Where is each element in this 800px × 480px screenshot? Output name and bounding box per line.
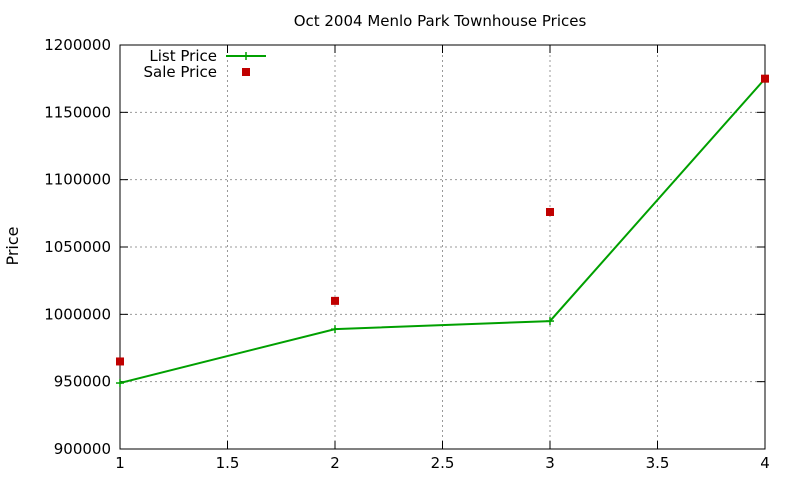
data-point <box>116 379 124 388</box>
data-point <box>546 317 554 326</box>
data-point <box>761 74 769 83</box>
x-tick-label: 4 <box>760 454 770 472</box>
x-tick-label: 3 <box>545 454 555 472</box>
grid-lines <box>120 45 765 449</box>
y-axis-label: Price <box>3 226 22 265</box>
y-tick-label: 1100000 <box>44 171 111 189</box>
x-tick-label: 1.5 <box>216 454 240 472</box>
legend-label: Sale Price <box>144 63 217 81</box>
y-tick-label: 1000000 <box>44 305 111 323</box>
legend-label: List Price <box>149 47 217 65</box>
axes <box>119 44 766 450</box>
tick-labels: 900000 950000 1000000 1050000 1100000 1150000… <box>44 36 770 472</box>
data-point <box>331 325 339 334</box>
series-sale-price <box>116 74 769 366</box>
plot-border <box>119 44 766 450</box>
x-tick-label: 2.5 <box>431 454 455 472</box>
y-tick-label: 900000 <box>54 440 111 458</box>
data-point <box>546 207 554 216</box>
chart-title: Oct 2004 Menlo Park Townhouse Prices <box>294 12 587 30</box>
series-line <box>119 78 766 384</box>
legend-marker <box>242 68 250 76</box>
y-tick-label: 1150000 <box>44 103 111 121</box>
data-point <box>116 357 124 366</box>
y-tick-label: 1200000 <box>44 36 111 54</box>
x-tick-label: 3.5 <box>646 454 670 472</box>
y-tick-label: 1050000 <box>44 238 111 256</box>
x-tick-label: 2 <box>330 454 340 472</box>
series-group <box>116 74 769 388</box>
x-tick-label: 1 <box>115 454 125 472</box>
y-tick-label: 950000 <box>54 373 111 391</box>
data-point <box>331 296 339 305</box>
